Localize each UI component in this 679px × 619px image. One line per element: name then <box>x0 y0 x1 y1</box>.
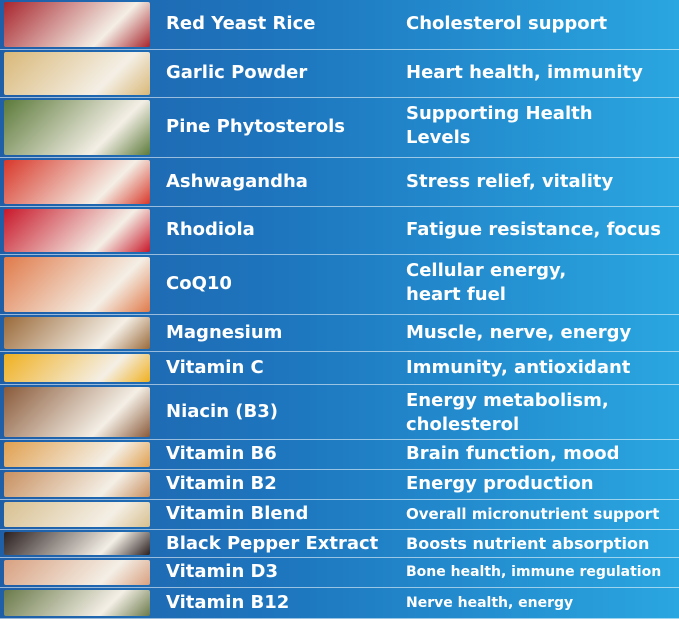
benefit-text: Bone health, immune regulation <box>406 564 662 580</box>
row-image <box>4 257 150 312</box>
row-image <box>4 502 150 527</box>
row-image <box>4 209 150 252</box>
row-image <box>4 590 150 616</box>
table-row: Magnesium Muscle, nerve, energy <box>0 315 679 352</box>
row-image <box>4 387 150 437</box>
table-row: Niacin (B3) Energy metabolism, cholestero… <box>0 385 679 440</box>
supplement-name: Vitamin B12 <box>166 591 290 613</box>
supplement-name: Niacin (B3) <box>166 400 278 422</box>
table-row: Pine Phytosterols Supporting Health Level… <box>0 98 679 158</box>
benefit-text: Brain function, mood <box>406 443 620 464</box>
table-row: Vitamin C Immunity, antioxidant <box>0 352 679 385</box>
row-image <box>4 100 150 155</box>
benefit-text: Energy production <box>406 473 594 494</box>
table-row: Red Yeast Rice Cholesterol support <box>0 0 679 50</box>
table-row: Vitamin B12 Nerve health, energy <box>0 588 679 619</box>
benefit-text: Heart health, immunity <box>406 62 643 83</box>
supplement-name: Black Pepper Extract <box>166 533 379 554</box>
table-row: Vitamin B2 Energy production <box>0 470 679 500</box>
benefit-text: Cholesterol support <box>406 13 608 34</box>
benefit-text: Fatigue resistance, focus <box>406 219 661 240</box>
table-row: Ashwagandha Stress relief, vitality <box>0 158 679 207</box>
table-row: CoQ10 Cellular energy, heart fuel <box>0 255 679 315</box>
row-image <box>4 442 150 467</box>
supplement-name: Rhodiola <box>166 219 255 240</box>
row-image <box>4 472 150 497</box>
supplement-name: Vitamin B2 <box>166 473 277 494</box>
row-image <box>4 354 150 382</box>
benefit-text: Immunity, antioxidant <box>406 356 631 378</box>
benefit-text: Boosts nutrient absorption <box>406 534 650 553</box>
supplement-name: Vitamin D3 <box>166 561 279 582</box>
row-image <box>4 532 150 555</box>
table-row: Rhodiola Fatigue resistance, focus <box>0 207 679 255</box>
supplement-name: Vitamin B6 <box>166 443 277 464</box>
table-row: Vitamin D3 Bone health, immune regulation <box>0 558 679 588</box>
supplement-name: Magnesium <box>166 321 283 343</box>
supplement-name: Ashwagandha <box>166 170 308 192</box>
benefit-text: Stress relief, vitality <box>406 170 614 192</box>
supplement-name: CoQ10 <box>166 273 232 294</box>
benefit-text: Overall micronutrient support <box>406 505 660 523</box>
row-image <box>4 52 150 95</box>
row-image <box>4 560 150 585</box>
row-image <box>4 2 150 47</box>
supplement-name: Pine Phytosterols <box>166 116 346 137</box>
supplement-name: Red Yeast Rice <box>166 13 316 34</box>
table-row: Black Pepper Extract Boosts nutrient abso… <box>0 530 679 558</box>
supplement-name: Garlic Powder <box>166 62 308 83</box>
table-row: Vitamin B6 Brain function, mood <box>0 440 679 470</box>
table-row: Garlic Powder Heart health, immunity <box>0 50 679 98</box>
benefit-text: Nerve health, energy <box>406 594 574 611</box>
supplement-name: Vitamin Blend <box>166 503 309 524</box>
table-row: Vitamin Blend Overall micronutrient suppo… <box>0 500 679 530</box>
row-image <box>4 317 150 349</box>
benefit-text: Muscle, nerve, energy <box>406 321 632 343</box>
supplement-name: Vitamin C <box>166 356 264 378</box>
benefit-text: Cellular energy, heart fuel <box>406 260 567 305</box>
row-image <box>4 160 150 204</box>
benefit-text: Energy metabolism, cholesterol <box>406 390 609 435</box>
benefit-text: Supporting Health Levels <box>406 103 593 148</box>
